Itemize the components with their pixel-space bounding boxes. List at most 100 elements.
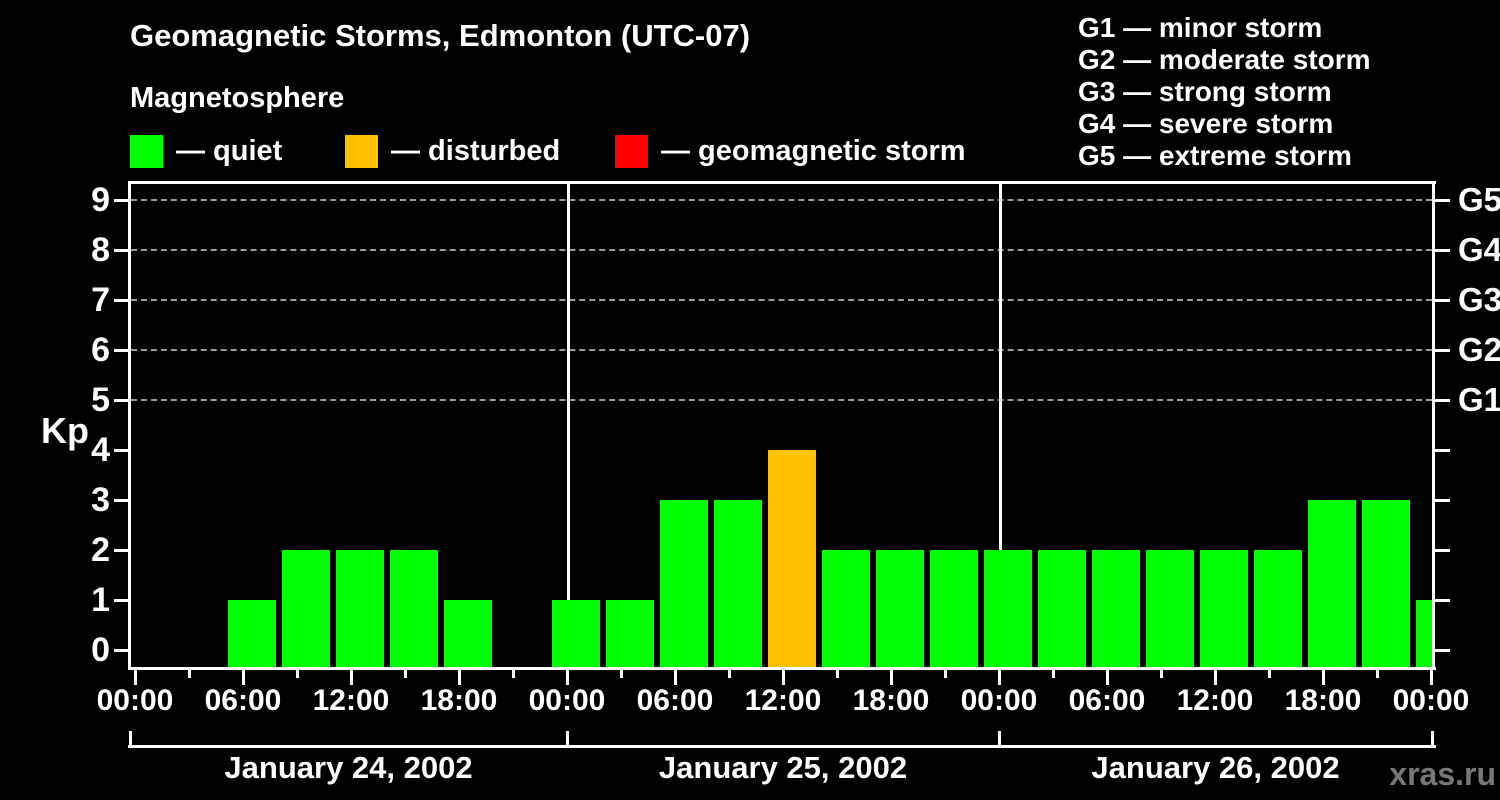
g-scale-line-g4: G4 — severe storm bbox=[1078, 108, 1334, 139]
kp-bar bbox=[336, 550, 384, 667]
kp-bar bbox=[1254, 550, 1302, 667]
legend-label-disturbed: — disturbed bbox=[391, 134, 561, 167]
day-bracket-line bbox=[128, 745, 1436, 748]
y-axis-tick-label: 0 bbox=[91, 631, 110, 669]
y-axis-tick-left bbox=[114, 199, 129, 202]
plot-clip-region bbox=[131, 184, 1432, 667]
y-axis-tick-right bbox=[1435, 299, 1450, 302]
chart-title: Geomagnetic Storms, Edmonton (UTC-07) bbox=[130, 18, 751, 53]
y-axis-tick-left bbox=[114, 649, 129, 652]
chart-subtitle: Magnetosphere bbox=[130, 82, 345, 114]
y-axis-tick-left bbox=[114, 449, 129, 452]
x-axis-time-label: 06:00 bbox=[204, 684, 282, 717]
x-axis-major-tick bbox=[890, 670, 893, 685]
y-axis-tick-label: 9 bbox=[91, 181, 110, 219]
right-axis-label-g4: G4 bbox=[1458, 231, 1500, 268]
x-axis-time-label: 00:00 bbox=[960, 684, 1038, 717]
x-axis-minor-tick bbox=[620, 670, 623, 678]
x-axis-minor-tick bbox=[1052, 670, 1055, 678]
y-axis-tick-left bbox=[114, 299, 129, 302]
kp-bar bbox=[984, 550, 1032, 667]
y-axis-title: Kp bbox=[41, 410, 89, 451]
plot-frame-right bbox=[1432, 181, 1435, 670]
x-axis-time-label: 18:00 bbox=[1284, 684, 1362, 717]
day-bracket-tick bbox=[1431, 731, 1434, 748]
day-separator-line bbox=[999, 184, 1002, 667]
y-axis-tick-label: 1 bbox=[91, 581, 110, 619]
kp-bar bbox=[714, 500, 762, 667]
plot-frame-left bbox=[128, 181, 131, 670]
x-axis-time-label: 12:00 bbox=[1176, 684, 1254, 717]
x-axis-time-label: 00:00 bbox=[1392, 684, 1470, 717]
x-axis-minor-tick bbox=[1268, 670, 1271, 678]
x-axis-major-tick bbox=[674, 670, 677, 685]
legend-item-storm: — geomagnetic storm bbox=[615, 134, 966, 168]
x-axis-minor-tick bbox=[1376, 670, 1379, 678]
storm-level-gridline-g4 bbox=[131, 249, 1432, 251]
x-axis-major-tick bbox=[134, 670, 137, 685]
legend-item-quiet: — quiet bbox=[130, 134, 282, 168]
x-axis-major-tick bbox=[350, 670, 353, 685]
legend-label-quiet: — quiet bbox=[176, 134, 283, 167]
x-axis-major-tick bbox=[1106, 670, 1109, 685]
kp-bar bbox=[1092, 550, 1140, 667]
kp-bar bbox=[1308, 500, 1356, 667]
x-axis-time-label: 00:00 bbox=[96, 684, 174, 717]
y-axis-tick-right bbox=[1435, 649, 1450, 652]
x-axis-major-tick bbox=[998, 670, 1001, 685]
storm-level-gridline-g1 bbox=[131, 399, 1432, 401]
y-axis-tick-left bbox=[114, 549, 129, 552]
day-label: January 26, 2002 bbox=[1091, 750, 1340, 785]
y-axis-tick-label: 2 bbox=[91, 531, 110, 569]
x-axis-time-label: 06:00 bbox=[1068, 684, 1146, 717]
y-axis-tick-left bbox=[114, 249, 129, 252]
y-axis-tick-right bbox=[1435, 399, 1450, 402]
g-scale-line-g1: G1 — minor storm bbox=[1078, 12, 1323, 43]
y-axis-tick-left bbox=[114, 499, 129, 502]
x-axis-major-tick bbox=[1214, 670, 1217, 685]
x-axis-minor-tick bbox=[836, 670, 839, 678]
x-axis-minor-tick bbox=[728, 670, 731, 678]
day-label: January 24, 2002 bbox=[224, 750, 473, 785]
x-axis-minor-tick bbox=[512, 670, 515, 678]
kp-bar bbox=[552, 600, 600, 667]
y-axis-tick-right bbox=[1435, 599, 1450, 602]
y-axis-tick-label: 5 bbox=[91, 381, 110, 419]
plot-frame-bottom bbox=[128, 667, 1436, 670]
x-axis-time-label: 18:00 bbox=[420, 684, 498, 717]
plot-frame-top bbox=[128, 181, 1436, 184]
y-axis-tick-left bbox=[114, 399, 129, 402]
kp-bar bbox=[660, 500, 708, 667]
kp-bar bbox=[390, 550, 438, 667]
storm-level-gridline-g5 bbox=[131, 199, 1432, 201]
storm-level-gridline-g2 bbox=[131, 349, 1432, 351]
kp-bar bbox=[1038, 550, 1086, 667]
x-axis-time-label: 12:00 bbox=[312, 684, 390, 717]
y-axis-tick-right bbox=[1435, 199, 1450, 202]
y-axis-tick-label: 4 bbox=[91, 431, 110, 469]
y-axis-tick-right bbox=[1435, 349, 1450, 352]
right-axis-label-g3: G3 bbox=[1458, 281, 1500, 318]
kp-bar bbox=[1200, 550, 1248, 667]
day-bracket-tick bbox=[998, 731, 1001, 748]
day-bracket-tick bbox=[566, 731, 569, 748]
kp-bar bbox=[768, 450, 816, 667]
quiet-color-swatch bbox=[130, 134, 163, 168]
xras-site-link[interactable]: xras.ru bbox=[1389, 756, 1496, 792]
x-axis-time-label: 18:00 bbox=[852, 684, 930, 717]
y-axis-tick-right bbox=[1435, 499, 1450, 502]
kp-bar bbox=[930, 550, 978, 667]
g-scale-line-g5: G5 — extreme storm bbox=[1078, 140, 1352, 171]
x-axis-major-tick bbox=[782, 670, 785, 685]
x-axis-time-label: 00:00 bbox=[528, 684, 606, 717]
legend-item-disturbed: — disturbed bbox=[345, 134, 560, 168]
kp-bar bbox=[228, 600, 276, 667]
legend-label-storm: — geomagnetic storm bbox=[661, 134, 966, 167]
x-axis-time-label: 12:00 bbox=[744, 684, 822, 717]
y-axis-tick-right bbox=[1435, 249, 1450, 252]
kp-bar bbox=[282, 550, 330, 667]
day-separator-line bbox=[567, 184, 570, 667]
x-axis-major-tick bbox=[458, 670, 461, 685]
x-axis-minor-tick bbox=[188, 670, 191, 678]
x-axis-minor-tick bbox=[296, 670, 299, 678]
